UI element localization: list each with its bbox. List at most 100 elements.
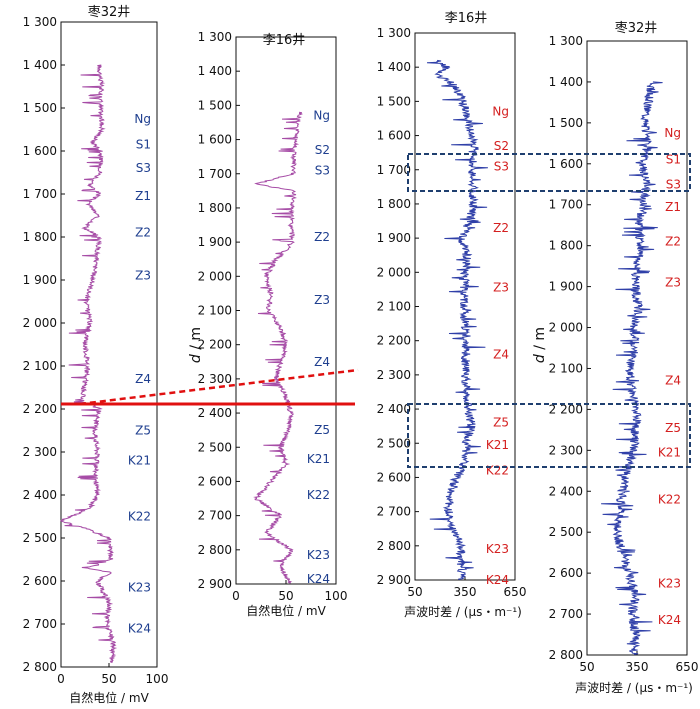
y-tick-label: 2 900 <box>198 577 232 591</box>
panel-title: 李16井 <box>263 33 306 48</box>
y-tick-label: 1 400 <box>198 64 232 78</box>
y-tick-label: 1 300 <box>198 30 232 44</box>
zone-label: K22 <box>128 510 151 524</box>
zone-label: Z1 <box>135 189 151 203</box>
y-tick-label: 2 100 <box>549 361 583 375</box>
zone-label: Z3 <box>135 269 151 283</box>
y-tick-label: 1 400 <box>23 58 57 72</box>
x-axis-label: 自然电位 / mV <box>246 603 326 618</box>
y-tick-label: 1 600 <box>549 157 583 171</box>
zone-label: K21 <box>128 454 151 468</box>
y-tick-label: 2 200 <box>377 334 411 348</box>
y-tick-label: 1 500 <box>549 116 583 130</box>
zone-label: K21 <box>307 452 330 466</box>
zone-label: Z5 <box>665 421 681 435</box>
x-tick-label: 0 <box>232 589 240 603</box>
y-axis-label-right: d / m <box>532 327 548 363</box>
zone-label: Z4 <box>314 355 330 369</box>
x-axis-label: 声波时差 / (μs・m⁻¹) <box>575 681 693 695</box>
y-tick-label: 2 500 <box>198 440 232 454</box>
zone-label: K23 <box>486 542 509 556</box>
y-tick-label: 2 600 <box>198 474 232 488</box>
y-axis-label-left: d / m <box>188 327 204 363</box>
zone-label: S1 <box>666 153 681 167</box>
y-tick-label: 1 600 <box>198 133 232 147</box>
interval-box-upper <box>407 153 691 192</box>
zone-label: Z5 <box>135 424 151 438</box>
zone-label: K21 <box>486 438 509 452</box>
y-tick-label: 2 000 <box>377 265 411 279</box>
panel-zao32-ac: 枣32井 1 300 1 400 1 500 1 600 1 700 1 800 1 900… <box>549 21 699 695</box>
y-tick-label: 1 900 <box>23 273 57 287</box>
zone-label: Z5 <box>493 416 509 430</box>
zone-label: S3 <box>494 159 509 173</box>
y-tick-label: 2 100 <box>198 304 232 318</box>
x-tick-label: 350 <box>454 585 477 599</box>
zone-label: K22 <box>486 464 509 478</box>
y-axis-symbol: d <box>532 354 548 363</box>
y-tick-label: 2 200 <box>23 402 57 416</box>
panel-li16-sp: 李16井 1 300 1 400 1 500 1 600 1 700 1 800 1 900… <box>198 30 348 618</box>
zone-label: Z4 <box>493 347 509 361</box>
y-tick-label: 2 700 <box>23 617 57 631</box>
y-tick-label: 1 700 <box>549 198 583 212</box>
zone-label: K23 <box>658 576 681 590</box>
zone-label: Z4 <box>135 372 151 386</box>
zone-label: Z5 <box>314 423 330 437</box>
y-tick-label: 1 700 <box>377 163 411 177</box>
x-tick-label: 100 <box>325 589 348 603</box>
zone-label: K21 <box>658 445 681 459</box>
zone-label: S1 <box>136 138 151 152</box>
y-tick-label: 2 300 <box>377 368 411 382</box>
y-tick-label: 2 700 <box>549 607 583 621</box>
zone-label: Ng <box>664 126 681 140</box>
y-tick-label: 2 100 <box>377 300 411 314</box>
zone-label: S3 <box>666 177 681 191</box>
y-tick-label: 1 400 <box>549 75 583 89</box>
zone-label: Z2 <box>135 226 151 240</box>
zone-label: S2 <box>315 143 330 157</box>
y-tick-label: 2 700 <box>198 509 232 523</box>
zone-label: Z4 <box>665 374 681 388</box>
zone-label: K24 <box>658 613 681 627</box>
y-tick-label: 2 800 <box>198 543 232 557</box>
y-tick-label: 2 700 <box>377 505 411 519</box>
y-tick-label: 1 300 <box>549 34 583 48</box>
y-tick-label: 1 300 <box>23 15 57 29</box>
zone-label: Z3 <box>314 293 330 307</box>
y-tick-label: 2 500 <box>377 436 411 450</box>
y-axis-symbol: d <box>188 354 204 363</box>
zone-label: Ng <box>492 105 509 119</box>
y-tick-label: 2 500 <box>23 531 57 545</box>
zone-label: Z2 <box>493 221 509 235</box>
x-tick-label: 100 <box>146 672 169 686</box>
y-tick-label: 2 100 <box>23 359 57 373</box>
y-tick-label: 2 400 <box>198 406 232 420</box>
zone-label: Ng <box>313 109 330 123</box>
x-tick-label: 50 <box>278 589 293 603</box>
y-tick-label: 1 800 <box>377 197 411 211</box>
y-tick-label: 2 800 <box>549 648 583 662</box>
y-tick-label: 2 300 <box>23 445 57 459</box>
x-tick-label: 650 <box>676 660 699 674</box>
zone-label: K22 <box>658 492 681 506</box>
sp-curve <box>60 64 118 663</box>
panel-zao32-sp: 枣32井 1 300 1 400 1 500 1 600 1 700 1 800 1 900… <box>23 5 169 705</box>
y-tick-label: 2 200 <box>549 402 583 416</box>
y-tick-label: 1 700 <box>198 167 232 181</box>
zone-label: K23 <box>128 580 151 594</box>
zone-label: Z2 <box>665 235 681 249</box>
y-tick-label: 2 600 <box>377 470 411 484</box>
y-tick-label: 1 800 <box>198 201 232 215</box>
y-tick-label: 1 500 <box>23 101 57 115</box>
y-tick-label: 2 400 <box>377 402 411 416</box>
y-tick-label: 2 500 <box>549 525 583 539</box>
panel-title: 枣32井 <box>615 21 658 36</box>
zone-label: S3 <box>315 163 330 177</box>
y-tick-label: 2 900 <box>377 573 411 587</box>
x-tick-label: 350 <box>626 660 649 674</box>
y-tick-label: 1 900 <box>377 231 411 245</box>
y-tick-label: 1 700 <box>23 187 57 201</box>
zone-label: Ng <box>134 112 151 126</box>
